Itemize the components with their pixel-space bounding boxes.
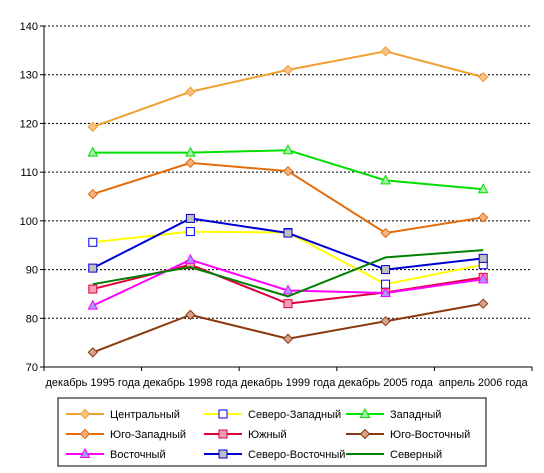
legend-label-4: Южный: [248, 429, 287, 441]
data-point-s0-p4: [477, 71, 489, 83]
data-point-s7-p1: [185, 213, 195, 223]
series-3: [87, 157, 489, 239]
legend-label-3: Юго-Западный: [110, 429, 186, 441]
legend-item-5: Юго-Восточный: [346, 428, 470, 441]
y-tick-label-70: 70: [26, 362, 38, 374]
legend-label-6: Восточный: [110, 449, 166, 461]
series-lines: [87, 46, 489, 358]
data-point-s0-p0: [87, 121, 99, 133]
data-point-s2-p2: [282, 144, 294, 155]
legend-marker-5: [359, 428, 371, 440]
legend: Центральный Северо-Западный Западный Юго-За…: [57, 397, 487, 467]
data-point-s3-p2: [282, 165, 294, 177]
data-point-s3-p0: [87, 188, 99, 200]
series-6: [87, 253, 489, 310]
legend-item-7: Северо-Восточный: [204, 449, 345, 461]
series-0: [87, 46, 489, 133]
data-point-s2-p0: [87, 146, 99, 157]
data-point-s6-p4: [477, 273, 489, 284]
legend-label-2: Западный: [390, 409, 441, 421]
data-point-s7-p2: [283, 228, 293, 238]
y-tick-label-100: 100: [20, 216, 38, 228]
y-tick-label-140: 140: [20, 21, 38, 33]
legend-marker-1: [218, 409, 228, 419]
data-point-s7-p0: [88, 263, 98, 273]
legend-box: [57, 397, 487, 467]
data-point-s5-p3: [380, 316, 391, 327]
legend-marker-2: [359, 407, 371, 418]
series-4: [88, 260, 488, 309]
data-point-s0-p3: [380, 46, 391, 57]
legend-item-6: Восточный: [66, 447, 166, 461]
data-point-s3-p1: [185, 157, 196, 169]
legend-marker-4: [218, 429, 228, 439]
x-tick-label-4: апрель 2006 года: [439, 377, 529, 389]
series-line-0: [92, 50, 484, 128]
legend-item-3: Юго-Западный: [66, 428, 186, 441]
series-5: [87, 298, 489, 358]
data-point-s4-p0: [88, 284, 98, 294]
legend-marker-7: [218, 449, 228, 459]
y-tick-label-90: 90: [26, 265, 38, 277]
series-2: [87, 144, 489, 194]
x-tick-label-1: декабрь 1998 года: [143, 377, 239, 389]
data-point-s0-p2: [282, 64, 294, 76]
data-point-s1-p1: [185, 227, 195, 237]
x-tick-label-0: декабрь 1995 года: [45, 377, 141, 389]
legend-label-8: Северный: [390, 449, 442, 461]
series-line-6: [92, 258, 484, 307]
series-line-5: [92, 302, 484, 354]
legend-item-8: Северный: [346, 449, 442, 461]
data-point-s6-p3: [380, 286, 391, 297]
data-point-s5-p4: [477, 298, 489, 309]
y-tick-label-110: 110: [20, 167, 38, 179]
data-point-s2-p4: [477, 183, 489, 194]
data-point-s1-p0: [88, 237, 98, 247]
legend-label-0: Центральный: [110, 409, 180, 421]
data-point-s5-p0: [87, 347, 99, 358]
legend-item-2: Западный: [346, 407, 441, 421]
series-line-1: [92, 230, 484, 286]
data-point-s3-p4: [477, 212, 489, 223]
legend-marker-3: [79, 428, 91, 440]
series-line-8: [92, 249, 484, 298]
series-7: [88, 213, 488, 275]
data-point-s6-p1: [185, 253, 196, 264]
legend-item-0: Центральный: [66, 408, 180, 421]
y-tick-label-120: 120: [20, 118, 38, 130]
y-tick-label-130: 130: [20, 70, 38, 82]
data-point-s5-p1: [185, 309, 196, 321]
data-point-s7-p3: [381, 265, 391, 275]
x-tick-label-3: декабрь 2005 года: [338, 377, 434, 389]
legend-marker-6: [79, 447, 91, 458]
legend-marker-0: [79, 408, 91, 420]
data-point-s4-p2: [283, 299, 293, 309]
legend-label-7: Северо-Восточный: [248, 449, 345, 461]
x-tick-label-2: декабрь 1999 года: [241, 377, 337, 389]
series-line-4: [92, 263, 484, 305]
series-8: [92, 249, 484, 298]
data-point-s6-p0: [87, 299, 99, 310]
data-point-s0-p1: [185, 86, 196, 97]
legend-item-4: Южный: [204, 429, 287, 441]
data-point-s2-p3: [380, 174, 391, 185]
legend-label-1: Северо-Западный: [248, 409, 341, 421]
legend-item-1: Северо-Западный: [204, 409, 341, 421]
data-point-s7-p4: [478, 253, 488, 263]
data-point-s5-p2: [282, 333, 294, 344]
y-tick-label-80: 80: [26, 313, 38, 325]
data-point-s6-p2: [282, 284, 294, 295]
data-point-s3-p3: [380, 227, 391, 239]
data-point-s2-p1: [185, 146, 196, 157]
legend-label-5: Юго-Восточный: [390, 429, 470, 441]
